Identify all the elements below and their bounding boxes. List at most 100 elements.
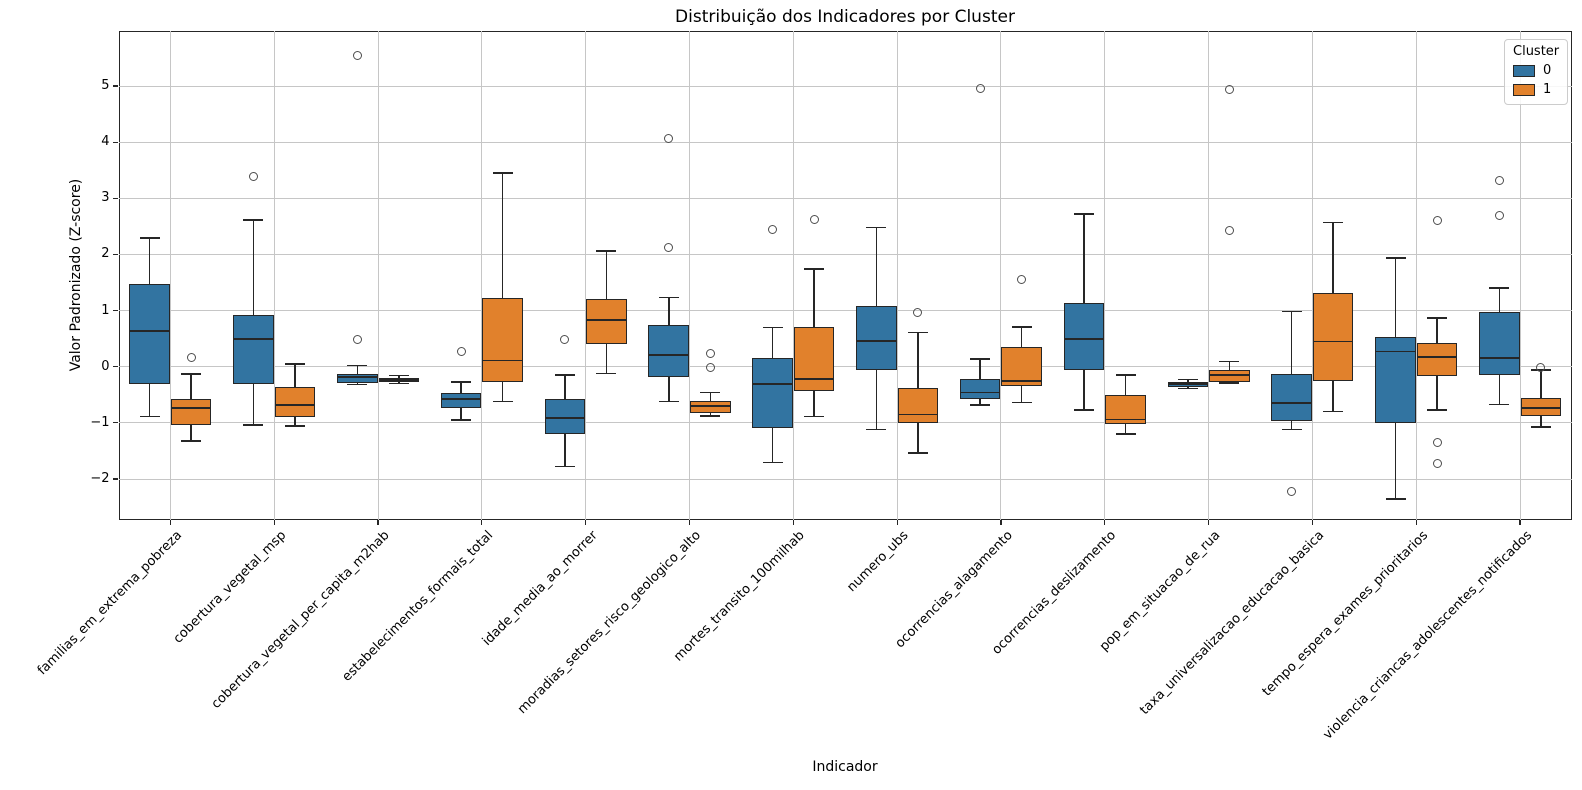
y-gridline <box>118 478 1572 480</box>
outlier-point <box>352 50 362 60</box>
legend: Cluster 0 1 <box>1504 39 1569 105</box>
box-cluster-1 <box>897 387 939 424</box>
whisker-cap <box>1219 382 1240 384</box>
whisker-line <box>252 220 255 315</box>
outlier-point <box>1224 226 1234 236</box>
x-tick-mark <box>169 520 171 525</box>
median-line <box>1167 383 1209 386</box>
box-cluster-1 <box>170 399 212 426</box>
x-tick-mark <box>585 520 587 525</box>
outlier-point <box>705 349 715 359</box>
x-tick-mark <box>688 520 691 525</box>
legend-swatch-cluster-1 <box>1513 83 1535 96</box>
whisker-line <box>1187 386 1189 389</box>
outlier-point <box>186 352 196 362</box>
x-tick-label: moradias_setores_risco_geologico_alto <box>515 528 705 718</box>
box-cluster-1 <box>274 386 316 417</box>
whisker-cap <box>1489 403 1510 406</box>
y-axis-title: Valor Padronizado (Z-score) <box>68 178 84 372</box>
x-gridline <box>689 31 691 520</box>
whisker-line <box>1332 222 1334 294</box>
whisker-cap <box>1323 410 1344 413</box>
whisker-cap <box>1385 257 1406 259</box>
x-tick-label: violencia_criancas_adolescentes_notifica… <box>1320 528 1535 743</box>
y-tick-mark <box>113 422 118 424</box>
x-tick-mark <box>1311 520 1314 525</box>
whisker-cap <box>907 452 928 454</box>
whisker-line <box>252 383 255 426</box>
x-gridline <box>1519 31 1521 520</box>
whisker-line <box>875 369 878 430</box>
whisker-cap <box>1281 428 1302 431</box>
whisker-line <box>605 251 608 300</box>
whisker-line <box>979 399 981 405</box>
x-tick-mark <box>896 520 898 525</box>
box-cluster-0 <box>959 378 1001 400</box>
whisker-line <box>1290 311 1293 375</box>
whisker-cap <box>284 425 305 427</box>
box-cluster-1 <box>690 400 731 414</box>
median-line <box>690 405 731 407</box>
whisker-line <box>1187 379 1189 382</box>
whisker-line <box>501 381 504 402</box>
whisker-cap <box>1074 213 1095 215</box>
whisker-line <box>460 381 462 393</box>
whisker-line <box>294 416 296 427</box>
whisker-line <box>771 327 774 358</box>
whisker-cap <box>700 415 721 417</box>
box-cluster-0 <box>648 325 689 377</box>
median-line <box>544 416 586 419</box>
whisker-line <box>1394 257 1397 337</box>
chart-title: Distribuição dos Indicadores por Cluster <box>675 7 1015 27</box>
legend-swatch-cluster-0 <box>1513 64 1535 77</box>
whisker-line <box>771 428 774 463</box>
median-line <box>856 340 897 342</box>
y-tick-label: 3 <box>101 190 110 206</box>
whisker-cap <box>658 400 679 403</box>
whisker-line <box>356 383 359 385</box>
median-line <box>1520 407 1562 410</box>
outlier-point <box>248 172 258 182</box>
x-gridline <box>481 31 483 520</box>
y-tick-label: 1 <box>101 302 110 318</box>
whisker-line <box>1020 326 1023 348</box>
whisker-line <box>917 332 919 388</box>
y-tick-mark <box>113 85 118 87</box>
x-gridline <box>1208 31 1210 520</box>
y-tick-label: 4 <box>101 134 110 150</box>
x-tick-mark <box>1519 520 1521 525</box>
whisker-line <box>356 365 359 374</box>
y-tick-label: 2 <box>101 246 110 262</box>
whisker-line <box>917 423 919 454</box>
whisker-cap <box>284 363 305 365</box>
median-line <box>378 378 420 381</box>
x-gridline <box>1311 31 1313 520</box>
whisker-cap <box>1177 378 1198 381</box>
median-line <box>1001 380 1042 383</box>
x-gridline <box>792 31 794 520</box>
box-cluster-0 <box>233 314 274 384</box>
median-line <box>1209 374 1250 377</box>
whisker-line <box>501 173 504 299</box>
whisker-cap <box>1115 433 1136 435</box>
whisker-line <box>1332 381 1334 412</box>
y-gridline <box>118 422 1572 424</box>
y-gridline <box>118 253 1572 255</box>
box-cluster-1 <box>793 326 835 391</box>
whisker-line <box>1394 423 1397 500</box>
y-tick-label: 5 <box>101 78 110 94</box>
whisker-line <box>460 407 462 421</box>
whisker-line <box>1228 361 1231 370</box>
y-gridline <box>118 197 1572 199</box>
y-gridline <box>118 141 1572 143</box>
whisker-cap <box>596 372 617 375</box>
whisker-line <box>709 392 712 401</box>
outlier-point <box>1017 275 1027 285</box>
whisker-line <box>979 358 981 379</box>
outlier-point <box>456 346 466 356</box>
outlier-point <box>1432 458 1442 468</box>
whisker-line <box>190 425 192 441</box>
whisker-cap <box>762 461 783 464</box>
whisker-line <box>1290 421 1293 430</box>
